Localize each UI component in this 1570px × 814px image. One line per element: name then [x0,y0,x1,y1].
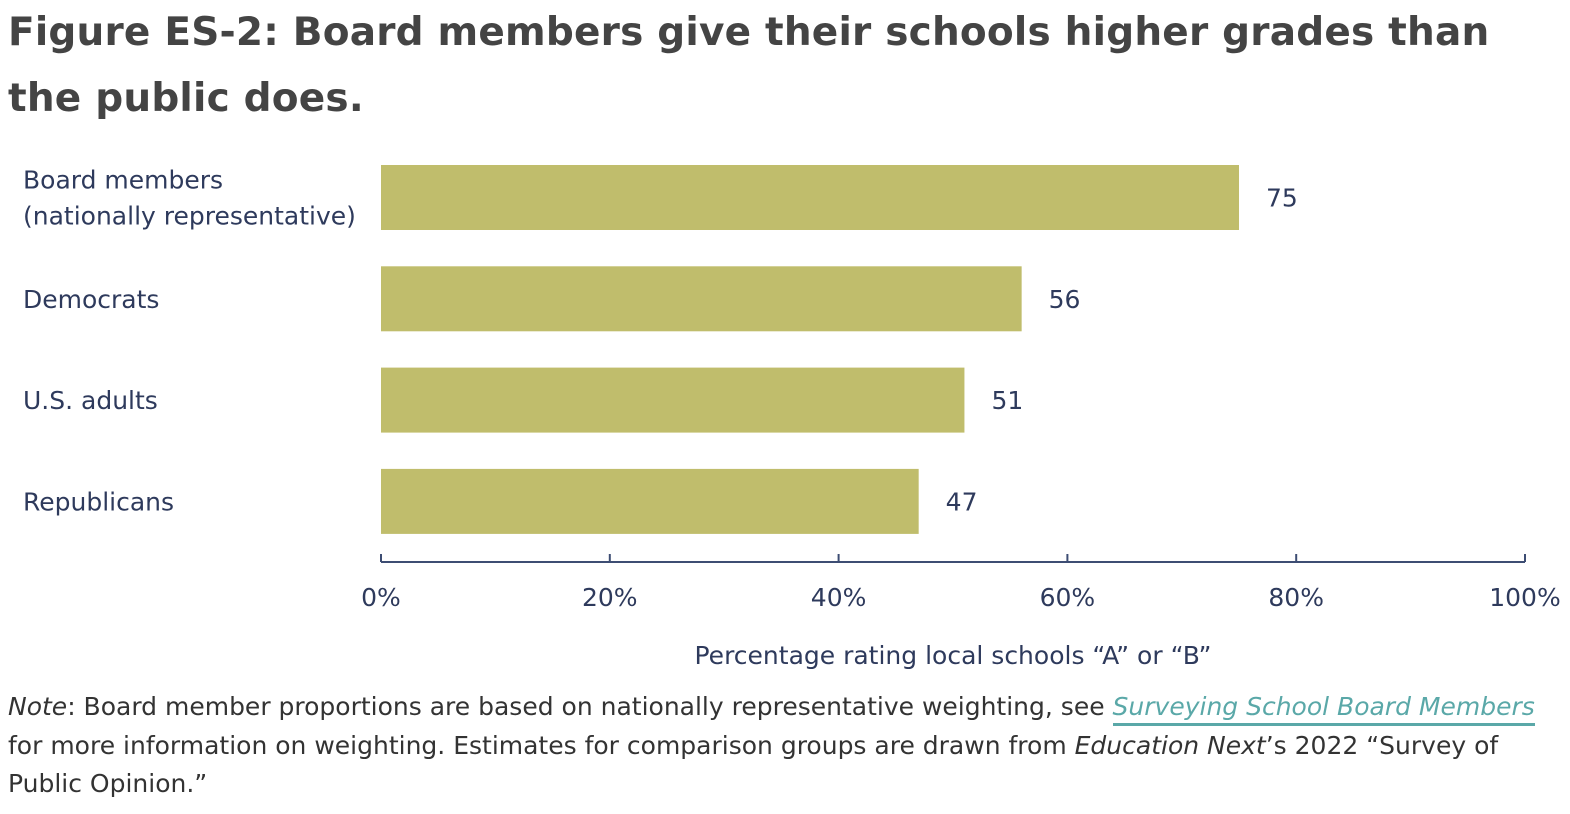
category-label: Republicans [23,487,174,516]
x-tick-label: 60% [1040,583,1096,612]
note-label: Note [8,692,68,721]
note-source-name: Education Next [1074,730,1266,760]
category-label: Board members (nationally representative) [23,166,356,231]
surveying-school-board-members-link[interactable]: Surveying School Board Members [1112,692,1535,726]
note-text-2: for more information on weighting. Estim… [8,730,1075,760]
figure-title: Figure ES-2: Board members give their sc… [8,10,1490,121]
figure-note: Note: Board member proportions are based… [8,688,1563,804]
x-tick-label: 0% [361,583,401,612]
bar [381,165,1239,230]
category-label: U.S. adults [23,386,158,415]
x-tick-label: 100% [1489,583,1560,612]
x-axis: 0% 20% 40% 60% 80% 100% [361,554,1561,612]
bar [381,266,1022,332]
bar-value-label: 75 [1266,184,1298,213]
x-tick-label: 80% [1268,583,1324,612]
bar-value-label: 51 [991,386,1023,415]
bar-value-label: 47 [946,487,978,516]
x-tick-label: 40% [811,583,867,612]
bar [381,468,919,534]
bar-chart: 75 Board members (nationally representativ… [23,165,1561,670]
note-text-3: ’s 2022 “Survey of Public Opinion.” [8,730,1499,799]
category-label: Democrats [23,285,159,314]
bar-value-label: 56 [1049,285,1081,314]
x-tick-label: 20% [582,583,638,612]
note-text-1: : Board member proportions are based on … [67,692,1113,721]
bars: 75 Board members (nationally representativ… [23,165,1298,534]
x-axis-title: Percentage rating local schools “A” or “… [695,641,1212,670]
bar [381,367,965,433]
